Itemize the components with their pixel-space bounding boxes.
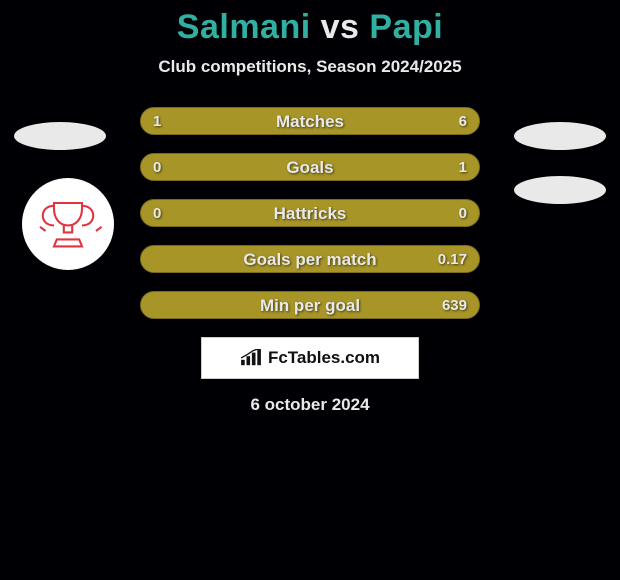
title-vs: vs bbox=[311, 8, 370, 46]
stat-value-left: 0 bbox=[153, 154, 161, 181]
stat-value-right: 639 bbox=[442, 292, 467, 319]
page-title: Salmani vs Papi bbox=[0, 0, 620, 47]
stat-value-left: 1 bbox=[153, 108, 161, 135]
stat-row: Matches1 6 bbox=[140, 107, 480, 135]
comparison-infographic: Salmani vs Papi Club competitions, Seaso… bbox=[0, 0, 620, 580]
bar-chart-icon bbox=[240, 349, 262, 367]
subtitle: Club competitions, Season 2024/2025 bbox=[0, 57, 620, 77]
stat-row: Goals0 1 bbox=[140, 153, 480, 181]
stat-label: Goals bbox=[141, 154, 479, 181]
stat-row: Min per goal639 bbox=[140, 291, 480, 319]
footer-date: 6 october 2024 bbox=[0, 395, 620, 415]
stat-value-right: 6 bbox=[459, 108, 467, 135]
brand-text: FcTables.com bbox=[268, 348, 380, 368]
stat-bars: Matches16Goals01Hattricks00Goals per mat… bbox=[0, 107, 620, 319]
stat-value-right: 0 bbox=[459, 200, 467, 227]
title-player-right: Papi bbox=[369, 8, 443, 46]
stat-row: Goals per match0.17 bbox=[140, 245, 480, 273]
stat-label: Goals per match bbox=[141, 246, 479, 273]
stat-value-right: 0.17 bbox=[438, 246, 467, 273]
title-player-left: Salmani bbox=[177, 8, 311, 46]
stat-row: Hattricks0 0 bbox=[140, 199, 480, 227]
stat-value-right: 1 bbox=[459, 154, 467, 181]
stat-label: Matches bbox=[141, 108, 479, 135]
stat-label: Min per goal bbox=[141, 292, 479, 319]
stat-label: Hattricks bbox=[141, 200, 479, 227]
stat-value-left: 0 bbox=[153, 200, 161, 227]
brand-box: FcTables.com bbox=[201, 337, 419, 379]
